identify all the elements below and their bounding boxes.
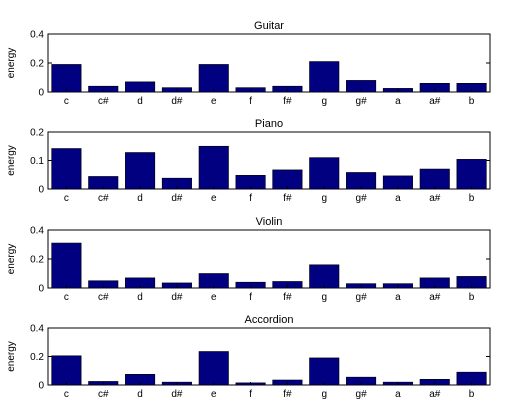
accordion-bar-c: [51, 355, 82, 386]
violin-xtick-label: d: [137, 292, 143, 303]
violin-xtick-label: c: [64, 292, 69, 303]
accordion-panel: Accordion energy 0 0.2 0.4 c c# d d# e f f# g g# a a#…: [6, 314, 491, 400]
accordion-title: Accordion: [245, 314, 294, 326]
piano-xtick-label: d: [137, 193, 143, 204]
piano-bar-g: [309, 157, 340, 190]
piano-xtick-label: g: [321, 193, 327, 204]
guitar-panel: Guitar energy 0 0.2 0.4 c c# d d# e f f# g g# a a# b: [6, 20, 491, 107]
violin-xtick-label: g#: [356, 292, 368, 303]
piano-bar-e: [198, 145, 229, 190]
accordion-xtick-label: c: [64, 389, 69, 400]
accordion-ytick-label: 0.2: [30, 352, 44, 363]
accordion-xtick-label: f: [249, 389, 252, 400]
piano-xtick-label: d#: [171, 193, 183, 204]
piano-xtick-label: f: [249, 193, 252, 204]
guitar-xtick-label: c: [64, 96, 69, 107]
piano-ytick-label: 0.2: [30, 128, 44, 139]
violin-xtick-label: d#: [171, 292, 183, 303]
violin-bar-c: [51, 242, 82, 289]
piano-bar-b: [456, 159, 487, 190]
accordion-xtick-label: a: [395, 389, 401, 400]
piano-xtick-label: e: [211, 193, 217, 204]
piano-xtick-label: c#: [98, 193, 109, 204]
violin-xtick-label: b: [469, 292, 475, 303]
piano-bar-d: [125, 152, 156, 190]
violin-panel: Violin energy 0 0.2 0.4 c c# d d# e f f# g g# a a# b: [6, 216, 491, 303]
accordion-ytick-label: 0: [38, 381, 44, 392]
guitar-xtick-label: c#: [98, 96, 109, 107]
piano-bar-c: [51, 148, 82, 190]
guitar-xtick-label: a: [395, 96, 401, 107]
piano-ylabel: energy: [6, 145, 17, 176]
piano-xtick-label: a#: [429, 193, 441, 204]
piano-xtick-label: a: [395, 193, 401, 204]
piano-xtick-label: c: [64, 193, 69, 204]
guitar-ytick-label: 0: [38, 88, 44, 99]
accordion-axes-box: [47, 327, 491, 386]
guitar-xtick-label: f: [249, 96, 252, 107]
accordion-bar-e: [198, 351, 229, 386]
guitar-title: Guitar: [254, 20, 284, 32]
guitar-bar-g: [309, 61, 340, 93]
accordion-bar-g: [309, 357, 340, 386]
guitar-ytick-label: 0.4: [30, 30, 44, 41]
accordion-xtick-label: g: [321, 389, 327, 400]
guitar-xtick-label: e: [211, 96, 217, 107]
accordion-xtick-label: e: [211, 389, 217, 400]
violin-xtick-label: a: [395, 292, 401, 303]
violin-ytick-label: 0.4: [30, 226, 44, 237]
accordion-xtick-label: g#: [356, 389, 368, 400]
accordion-xtick-label: a#: [429, 389, 441, 400]
guitar-xtick-label: d: [137, 96, 143, 107]
accordion-xtick-label: f#: [283, 389, 292, 400]
violin-xtick-label: f: [249, 292, 252, 303]
piano-xtick-label: f#: [283, 193, 292, 204]
violin-xtick-label: c#: [98, 292, 109, 303]
piano-xtick-label: b: [469, 193, 475, 204]
violin-ytick-label: 0.2: [30, 255, 44, 266]
guitar-xtick-label: b: [469, 96, 475, 107]
guitar-xtick-label: g: [321, 96, 327, 107]
piano-ytick-label: 0: [38, 185, 44, 196]
guitar-ylabel: energy: [6, 48, 17, 79]
piano-panel: Piano energy 0 0.1 0.2 c c# d d# e f f# g g# a a# b: [6, 118, 491, 204]
violin-xtick-label: f#: [283, 292, 292, 303]
guitar-xtick-label: f#: [283, 96, 292, 107]
guitar-ytick-label: 0.2: [30, 59, 44, 70]
violin-ylabel: energy: [6, 244, 17, 275]
accordion-ytick-label: 0.4: [30, 324, 44, 335]
accordion-xtick-label: d: [137, 389, 143, 400]
violin-bar-g: [309, 264, 340, 289]
guitar-xtick-label: d#: [171, 96, 183, 107]
violin-xtick-label: g: [321, 292, 327, 303]
guitar-xtick-label: g#: [356, 96, 368, 107]
guitar-bar-e: [198, 64, 229, 93]
accordion-ylabel: energy: [6, 341, 17, 372]
violin-xtick-label: e: [211, 292, 217, 303]
guitar-bar-c: [51, 64, 82, 93]
piano-ytick-label: 0.1: [30, 156, 44, 167]
violin-title: Violin: [256, 216, 283, 228]
violin-xtick-label: a#: [429, 292, 441, 303]
piano-title: Piano: [255, 118, 283, 130]
piano-xtick-label: g#: [356, 193, 368, 204]
accordion-xtick-label: d#: [171, 389, 183, 400]
violin-ytick-label: 0: [38, 284, 44, 295]
accordion-xtick-label: c#: [98, 389, 109, 400]
accordion-xtick-label: b: [469, 389, 475, 400]
guitar-xtick-label: a#: [429, 96, 441, 107]
